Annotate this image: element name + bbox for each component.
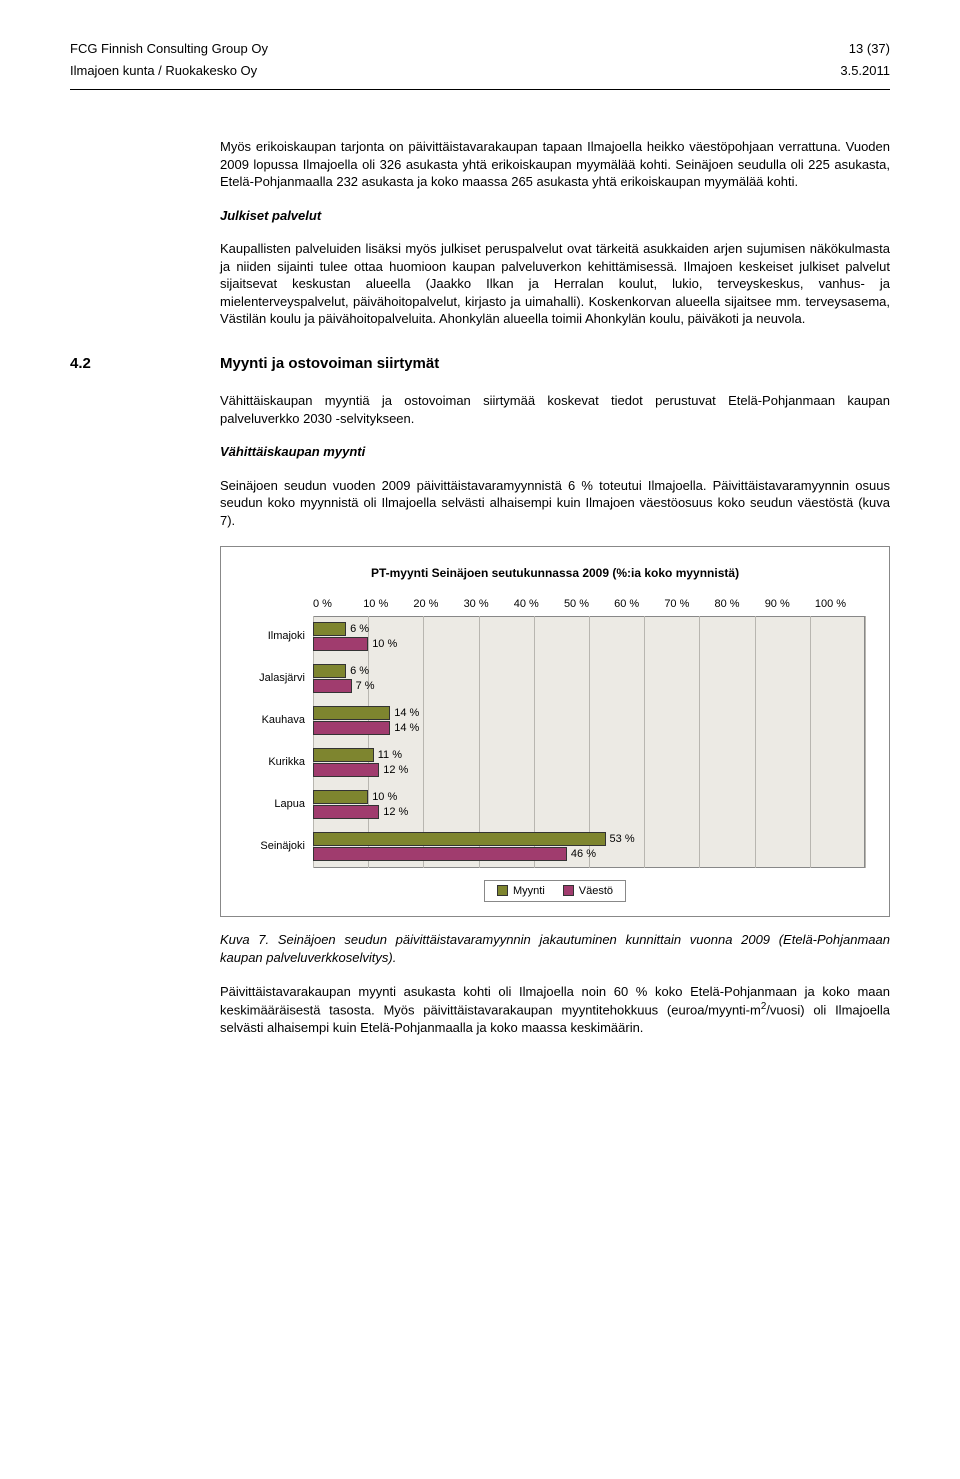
x-tick-label: 10 % (363, 597, 413, 612)
bar-value-label: 12 % (383, 763, 408, 778)
bar-myynti (313, 664, 346, 678)
bar-myynti (313, 790, 368, 804)
header-rule (70, 89, 890, 90)
paragraph: Kaupallisten palveluiden lisäksi myös ju… (220, 240, 890, 328)
paragraph: Myös erikoiskaupan tarjonta on päivittäi… (220, 138, 890, 191)
bar-value-label: 12 % (383, 805, 408, 820)
category-label: Ilmajoki (245, 629, 313, 644)
subheading: Julkiset palvelut (220, 207, 890, 225)
bar-myynti (313, 706, 390, 720)
header-date: 3.5.2011 (840, 62, 890, 80)
section-number: 4.2 (70, 354, 220, 374)
category-label: Seinäjoki (245, 839, 313, 854)
chart-rows: Ilmajoki6 %10 %Jalasjärvi6 %7 %Kauhava14… (245, 616, 865, 868)
bar-value-label: 10 % (372, 637, 397, 652)
bar-myynti (313, 622, 346, 636)
legend-label: Myynti (513, 885, 545, 897)
plot-area: Ilmajoki6 %10 %Jalasjärvi6 %7 %Kauhava14… (245, 616, 865, 868)
x-tick-label: 20 % (413, 597, 463, 612)
bar-value-label: 6 % (350, 664, 369, 679)
chart-legend: Myynti Väestö (484, 880, 626, 903)
legend-swatch (563, 885, 574, 896)
bar-group: 11 %12 % (313, 742, 865, 784)
bar-value-label: 53 % (610, 832, 635, 847)
bar-myynti (313, 832, 606, 846)
x-tick-label: 40 % (514, 597, 564, 612)
bar-value-label: 10 % (372, 790, 397, 805)
legend-swatch (497, 885, 508, 896)
category-label: Jalasjärvi (245, 671, 313, 686)
bar-chart: PT-myynti Seinäjoen seutukunnassa 2009 (… (220, 546, 890, 918)
bar-myynti (313, 748, 374, 762)
body-block-3: Päivittäistavarakaupan myynti asukasta k… (220, 983, 890, 1037)
bar-vaesto (313, 721, 390, 735)
section-title: Myynti ja ostovoiman siirtymät (220, 354, 439, 374)
category-label: Lapua (245, 797, 313, 812)
bar-value-label: 46 % (571, 847, 596, 862)
chart-row: Kauhava14 %14 % (245, 700, 865, 742)
bar-group: 6 %7 % (313, 658, 865, 700)
page-header: FCG Finnish Consulting Group Oy 13 (37) (70, 40, 890, 58)
legend-item-vaesto: Väestö (563, 884, 613, 899)
chart-row: Seinäjoki 53 % 46 % (245, 826, 865, 868)
bar-value-label: 6 % (350, 622, 369, 637)
x-axis-labels: 0 %10 %20 %30 %40 %50 %60 %70 %80 %90 %1… (313, 597, 865, 612)
x-tick-label: 50 % (564, 597, 614, 612)
chart-row: Jalasjärvi6 %7 % (245, 658, 865, 700)
header-client: Ilmajoen kunta / Ruokakesko Oy (70, 62, 257, 80)
chart-row: Kurikka11 %12 % (245, 742, 865, 784)
page-subheader: Ilmajoen kunta / Ruokakesko Oy 3.5.2011 (70, 62, 890, 80)
bar-group: 53 % 46 % (313, 826, 865, 868)
chart-title: PT-myynti Seinäjoen seutukunnassa 2009 (… (245, 565, 865, 581)
x-tick-label: 60 % (614, 597, 664, 612)
category-label: Kurikka (245, 755, 313, 770)
bar-vaesto (313, 847, 567, 861)
bar-group: 14 %14 % (313, 700, 865, 742)
x-tick-label: 100 % (815, 597, 865, 612)
category-label: Kauhava (245, 713, 313, 728)
chart-row: Ilmajoki6 %10 % (245, 616, 865, 658)
bar-value-label: 14 % (394, 721, 419, 736)
chart-row: Lapua10 %12 % (245, 784, 865, 826)
bar-vaesto (313, 763, 379, 777)
bar-vaesto (313, 805, 379, 819)
legend-item-myynti: Myynti (497, 884, 545, 899)
bar-value-label: 7 % (356, 679, 375, 694)
bar-value-label: 11 % (378, 748, 402, 763)
figure-caption: Kuva 7. Seinäjoen seudun päivittäistavar… (220, 931, 890, 966)
bar-group: 10 %12 % (313, 784, 865, 826)
x-tick-label: 90 % (765, 597, 815, 612)
paragraph: Seinäjoen seudun vuoden 2009 päivittäist… (220, 477, 890, 530)
x-tick-label: 70 % (664, 597, 714, 612)
section-heading: 4.2 Myynti ja ostovoiman siirtymät (70, 354, 890, 374)
body-block-2: Vähittäiskaupan myyntiä ja ostovoiman si… (220, 392, 890, 529)
header-page: 13 (37) (849, 40, 890, 58)
paragraph: Vähittäiskaupan myyntiä ja ostovoiman si… (220, 392, 890, 427)
x-tick-label: 30 % (464, 597, 514, 612)
subheading: Vähittäiskaupan myynti (220, 443, 890, 461)
paragraph: Päivittäistavarakaupan myynti asukasta k… (220, 983, 890, 1037)
body-block-1: Myös erikoiskaupan tarjonta on päivittäi… (220, 138, 890, 328)
bar-value-label: 14 % (394, 706, 419, 721)
bar-vaesto (313, 679, 352, 693)
header-company: FCG Finnish Consulting Group Oy (70, 40, 268, 58)
legend-label: Väestö (579, 885, 613, 897)
bar-vaesto (313, 637, 368, 651)
bar-group: 6 %10 % (313, 616, 865, 658)
x-tick-label: 80 % (715, 597, 765, 612)
x-tick-label: 0 % (313, 597, 363, 612)
